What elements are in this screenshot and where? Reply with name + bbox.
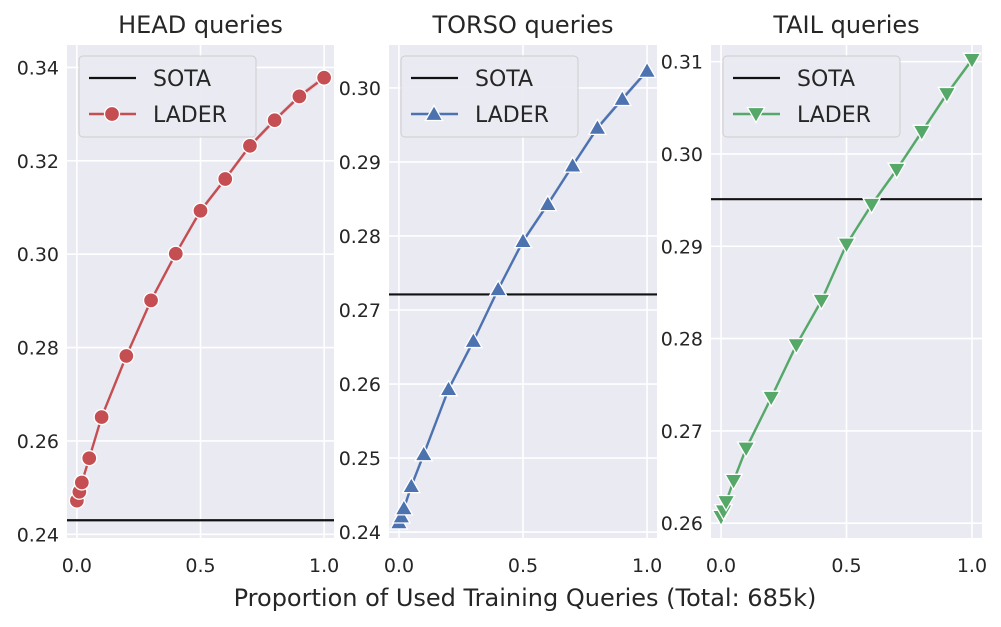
y-tick-label: 0.28 — [661, 329, 703, 351]
x-tick-label: 0.0 — [706, 555, 736, 577]
subplot-2: 0.24 0.25 0.26 0.27 0.28 0.29 0.30 0.0 0.5 1.0 TOR… — [339, 11, 662, 577]
y-tick-label: 0.28 — [17, 338, 59, 360]
x-tick-label: 0.5 — [831, 555, 861, 577]
data-point — [73, 474, 90, 491]
legend-marker — [103, 105, 121, 123]
data-point — [167, 245, 184, 262]
data-point — [266, 112, 283, 129]
legend-marker — [424, 104, 444, 122]
data-point — [587, 117, 608, 136]
data-point — [886, 162, 907, 180]
y-tick-label: 0.25 — [339, 448, 381, 470]
legend-entry-sota: SOTA — [153, 67, 211, 92]
legend-box — [400, 55, 579, 138]
data-point — [736, 441, 756, 459]
data-point — [937, 86, 957, 104]
y-tick-label: 0.31 — [661, 52, 703, 74]
data-point — [93, 408, 110, 426]
legend-entry-lader: LADER — [153, 103, 227, 128]
y-tick-label: 0.24 — [17, 524, 59, 546]
data-point — [962, 52, 982, 70]
y-tick-label: 0.27 — [339, 300, 381, 322]
y-tick-label: 0.26 — [661, 513, 703, 535]
data-point — [394, 498, 414, 516]
data-point — [637, 60, 657, 79]
data-point — [192, 202, 209, 219]
data-point — [811, 293, 832, 311]
legend: SOTA LADER — [400, 55, 579, 138]
y-tick-label: 0.28 — [339, 226, 381, 248]
x-tick-label: 1.0 — [632, 555, 662, 577]
y-tick-label: 0.29 — [339, 152, 381, 174]
data-point — [562, 155, 583, 173]
data-point — [786, 337, 807, 355]
data-point — [912, 124, 932, 142]
x-tick-label: 0.5 — [508, 555, 538, 577]
subplots: 0.24 0.26 0.28 0.30 0.32 0.34 0.0 0.5 1.0 HEAD qu… — [17, 11, 987, 577]
data-point — [142, 292, 160, 309]
y-tick-label: 0.27 — [661, 421, 703, 443]
subplot-3: 0.26 0.27 0.28 0.29 0.30 0.31 0.0 0.5 1.0 TAIL qu… — [661, 11, 987, 577]
legend-marker — [746, 106, 766, 124]
y-tick-label: 0.29 — [661, 236, 703, 258]
data-point — [401, 476, 422, 494]
data-point — [612, 89, 633, 107]
data-point — [217, 170, 234, 188]
y-tick-label: 0.26 — [17, 431, 59, 453]
data-point — [118, 347, 135, 365]
legend: SOTA LADER — [78, 55, 257, 138]
data-point — [438, 379, 459, 397]
data-point — [861, 197, 882, 215]
y-tick-label: 0.34 — [17, 57, 59, 79]
legend: SOTA LADER — [722, 55, 901, 138]
data-point — [836, 237, 857, 255]
x-tick-label: 0.0 — [384, 555, 414, 577]
legend-box — [78, 55, 257, 138]
subplot-1: 0.24 0.26 0.28 0.30 0.32 0.34 0.0 0.5 1.0 HEAD qu… — [17, 11, 340, 577]
data-point — [538, 194, 558, 212]
x-tick-label: 0.0 — [62, 555, 92, 577]
y-tick-label: 0.30 — [17, 244, 59, 266]
legend-box — [722, 55, 901, 138]
legend-entry-lader: LADER — [797, 103, 871, 128]
figure-x-axis-label: Proportion of Used Training Queries (Tot… — [234, 584, 817, 612]
data-point — [463, 331, 484, 349]
y-tick-label: 0.32 — [17, 151, 59, 173]
y-tick-label: 0.30 — [661, 144, 703, 166]
y-tick-label: 0.26 — [339, 374, 381, 396]
y-tick-label: 0.24 — [339, 522, 381, 544]
legend-entry-sota: SOTA — [797, 67, 855, 92]
data-point — [488, 279, 508, 297]
data-point — [513, 231, 533, 249]
data-point — [241, 137, 259, 154]
data-point — [81, 450, 98, 467]
subplot-title: TAIL queries — [772, 11, 919, 39]
data-point — [716, 494, 736, 512]
subplot-title: HEAD queries — [118, 11, 283, 39]
legend-entry-lader: LADER — [475, 103, 549, 128]
x-tick-label: 0.5 — [185, 555, 215, 577]
data-point — [723, 473, 744, 491]
data-point — [761, 390, 781, 408]
legend-entry-sota: SOTA — [475, 67, 533, 92]
subplot-title: TORSO queries — [432, 11, 614, 39]
x-tick-label: 1.0 — [957, 555, 987, 577]
x-tick-label: 1.0 — [309, 555, 339, 577]
data-point — [413, 444, 434, 462]
y-tick-label: 0.30 — [339, 78, 381, 100]
data-point — [315, 69, 333, 86]
data-point — [291, 88, 308, 105]
